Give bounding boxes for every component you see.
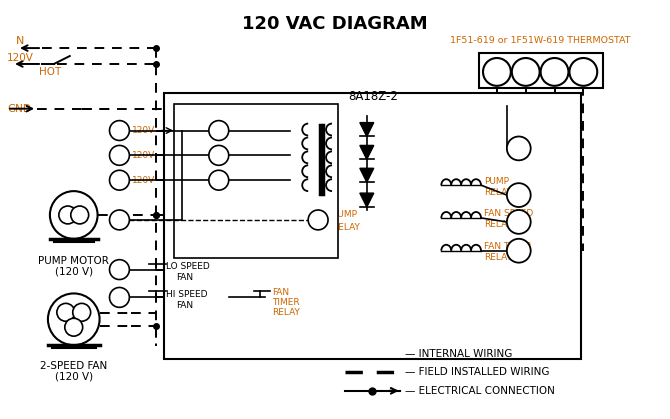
Circle shape xyxy=(109,260,129,279)
Circle shape xyxy=(109,121,129,140)
Circle shape xyxy=(109,287,129,308)
Text: 240V: 240V xyxy=(232,126,255,135)
Text: 1F51-619 or 1F51W-619 THERMOSTAT: 1F51-619 or 1F51W-619 THERMOSTAT xyxy=(450,36,631,45)
Text: FAN: FAN xyxy=(273,288,289,297)
Text: HI SPEED: HI SPEED xyxy=(166,290,208,299)
Polygon shape xyxy=(360,123,374,137)
Text: HI: HI xyxy=(114,292,125,303)
Text: 120V: 120V xyxy=(133,151,155,160)
Text: PUMP: PUMP xyxy=(484,177,509,186)
Text: P1: P1 xyxy=(312,215,324,225)
Circle shape xyxy=(57,303,75,321)
Circle shape xyxy=(507,239,531,263)
Bar xyxy=(479,53,603,88)
Text: G: G xyxy=(578,65,588,78)
Text: — ELECTRICAL CONNECTION: — ELECTRICAL CONNECTION xyxy=(405,386,554,396)
Bar xyxy=(174,104,338,258)
Text: 240V: 240V xyxy=(232,151,255,160)
Text: 240V: 240V xyxy=(232,176,255,185)
Text: R: R xyxy=(514,142,523,155)
Text: 2-SPEED FAN: 2-SPEED FAN xyxy=(40,361,107,371)
Text: HOT: HOT xyxy=(39,67,61,77)
Polygon shape xyxy=(360,145,374,159)
Text: N: N xyxy=(115,126,123,135)
Circle shape xyxy=(109,145,129,165)
Text: W: W xyxy=(512,189,526,202)
Polygon shape xyxy=(360,193,374,207)
Text: FAN SPEED: FAN SPEED xyxy=(484,210,533,218)
Circle shape xyxy=(48,293,100,345)
Text: P2: P2 xyxy=(113,150,126,160)
Circle shape xyxy=(50,191,98,239)
Text: G: G xyxy=(514,244,524,257)
Text: RELAY: RELAY xyxy=(484,220,512,229)
Circle shape xyxy=(507,137,531,160)
Circle shape xyxy=(209,145,228,165)
Text: F2: F2 xyxy=(113,175,126,185)
Text: TIMER: TIMER xyxy=(273,298,300,307)
Circle shape xyxy=(541,58,568,86)
Text: RELAY: RELAY xyxy=(484,188,512,197)
Text: LO: LO xyxy=(60,308,70,317)
Text: (120 V): (120 V) xyxy=(55,266,93,277)
Text: PUMP MOTOR: PUMP MOTOR xyxy=(38,256,109,266)
Text: RELAY: RELAY xyxy=(332,223,360,233)
Circle shape xyxy=(209,121,228,140)
Circle shape xyxy=(308,210,328,230)
Text: — FIELD INSTALLED WIRING: — FIELD INSTALLED WIRING xyxy=(405,367,549,377)
Text: RELAY: RELAY xyxy=(273,308,300,317)
Text: GND: GND xyxy=(7,103,31,114)
Text: Y: Y xyxy=(550,65,559,78)
Circle shape xyxy=(109,170,129,190)
Text: HI: HI xyxy=(78,308,86,317)
Text: Y: Y xyxy=(515,215,523,228)
Text: RELAY: RELAY xyxy=(484,253,512,262)
Circle shape xyxy=(65,318,82,336)
Circle shape xyxy=(512,58,539,86)
Circle shape xyxy=(507,210,531,234)
Text: P2: P2 xyxy=(212,150,225,160)
Polygon shape xyxy=(360,168,374,182)
Text: (120 V): (120 V) xyxy=(55,372,93,382)
Bar xyxy=(164,93,582,359)
Text: LO SPEED: LO SPEED xyxy=(166,262,210,271)
Text: FAN TIMER: FAN TIMER xyxy=(484,242,531,251)
Text: FAN: FAN xyxy=(176,301,193,310)
Text: R: R xyxy=(492,65,502,78)
Circle shape xyxy=(71,206,88,224)
Text: N: N xyxy=(16,36,24,46)
Circle shape xyxy=(59,206,77,224)
Circle shape xyxy=(209,170,228,190)
Text: FAN: FAN xyxy=(176,273,193,282)
Circle shape xyxy=(507,183,531,207)
Text: 120V: 120V xyxy=(133,126,155,135)
Text: COM: COM xyxy=(66,324,82,330)
Text: 8A18Z-2: 8A18Z-2 xyxy=(348,90,398,103)
Text: W: W xyxy=(519,65,533,78)
Text: 120V: 120V xyxy=(133,176,155,185)
Circle shape xyxy=(570,58,597,86)
Circle shape xyxy=(483,58,511,86)
Text: PUMP: PUMP xyxy=(332,210,357,220)
Text: L1: L1 xyxy=(113,215,126,225)
Circle shape xyxy=(73,303,90,321)
Circle shape xyxy=(109,210,129,230)
Text: F2: F2 xyxy=(212,175,225,185)
Text: 120 VAC DIAGRAM: 120 VAC DIAGRAM xyxy=(242,16,428,33)
Text: L2: L2 xyxy=(212,126,225,135)
Text: L0: L0 xyxy=(113,265,125,274)
Text: — INTERNAL WIRING: — INTERNAL WIRING xyxy=(405,349,512,359)
Text: 120V: 120V xyxy=(7,53,34,63)
